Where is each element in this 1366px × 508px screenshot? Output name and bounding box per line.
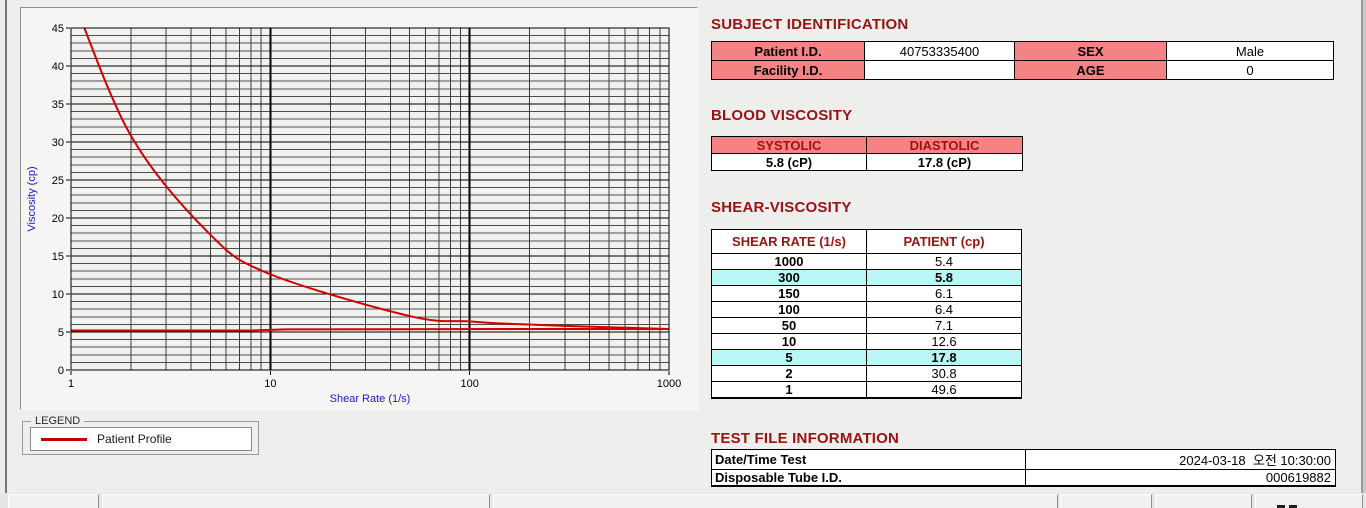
patient-column-header: PATIENT (cp): [866, 229, 1022, 254]
shear-table-row: 300 5.8: [711, 269, 1022, 286]
patient-id-value: 40753335400: [864, 41, 1015, 61]
svg-text:1: 1: [68, 378, 74, 390]
bottom-panel-3: [493, 494, 1058, 508]
section-title-subject-identification: SUBJECT IDENTIFICATION: [711, 16, 909, 33]
svg-text:0: 0: [58, 365, 64, 377]
svg-text:Shear Rate (1/s): Shear Rate (1/s): [330, 393, 411, 405]
bottom-panel-6: [1255, 494, 1363, 508]
age-label: AGE: [1014, 60, 1167, 80]
patient-viscosity-cell: 30.8: [866, 365, 1022, 382]
patient-viscosity-cell: 49.6: [866, 381, 1022, 399]
facility-id-label: Facility I.D.: [711, 60, 865, 80]
shear-rate-cell: 100: [711, 301, 867, 318]
legend-groupbox: LEGEND Patient Profile: [22, 415, 259, 455]
svg-text:Viscosity (cp): Viscosity (cp): [26, 166, 38, 231]
shear-rate-cell: 5: [711, 349, 867, 366]
chart-panel: 0 5 10 15 20 25 30 35 40 45 1 10 100 1000 Shear Rate (…: [20, 7, 698, 410]
shear-table-row: 2 30.8: [711, 365, 1022, 382]
legend-title: LEGEND: [31, 415, 85, 427]
bottom-panel-4: [1060, 494, 1152, 508]
shear-rate-column-header: SHEAR RATE (1/s): [711, 229, 867, 254]
svg-text:15: 15: [52, 251, 64, 263]
bottom-panel-2: [102, 494, 490, 508]
shear-rate-cell: 150: [711, 285, 867, 302]
svg-text:40: 40: [52, 61, 64, 73]
blood-value-row: 5.8 (cP) 17.8 (cP): [711, 153, 1023, 171]
svg-text:5: 5: [58, 327, 64, 339]
blood-header-row: SYSTOLIC DIASTOLIC: [711, 136, 1023, 154]
svg-text:20: 20: [52, 213, 64, 225]
test-file-label: Disposable Tube I.D.: [711, 469, 1026, 487]
shear-table-row: 1 49.6: [711, 381, 1022, 399]
section-title-shear-viscosity: SHEAR-VISCOSITY: [711, 199, 852, 216]
patient-viscosity-cell: 12.6: [866, 333, 1022, 350]
section-title-blood-viscosity: BLOOD VISCOSITY: [711, 107, 853, 124]
shear-header-row: SHEAR RATE (1/s) PATIENT (cp): [711, 229, 1022, 254]
bottom-panel-strip: [0, 493, 1366, 508]
clipped-text-fragment: [1277, 505, 1285, 508]
systolic-value: 5.8 (cP): [711, 153, 867, 171]
shear-table-row: 100 6.4: [711, 301, 1022, 318]
blood-viscosity-table: SYSTOLIC DIASTOLIC 5.8 (cP) 17.8 (cP): [711, 136, 1023, 171]
window-left-border: [5, 0, 7, 508]
subject-row-2: Facility I.D. AGE 0: [711, 60, 1334, 80]
shear-rate-cell: 1: [711, 381, 867, 399]
legend-inner-panel: Patient Profile: [30, 427, 252, 451]
shear-table-row: 5 17.8: [711, 349, 1022, 366]
bottom-panel-5: [1155, 494, 1252, 508]
svg-text:45: 45: [52, 23, 64, 35]
patient-viscosity-cell: 6.4: [866, 301, 1022, 318]
diastolic-label: DIASTOLIC: [866, 136, 1023, 154]
shear-rate-cell: 2: [711, 365, 867, 382]
subject-row-1: Patient I.D. 40753335400 SEX Male: [711, 41, 1334, 61]
viscosity-chart-svg: 0 5 10 15 20 25 30 35 40 45 1 10 100 1000 Shear Rate (…: [26, 23, 681, 405]
window-right-border: [1361, 0, 1363, 508]
svg-text:10: 10: [52, 289, 64, 301]
svg-text:25: 25: [52, 175, 64, 187]
test-file-label: Date/Time Test: [711, 449, 1026, 470]
test-file-value: 000619882: [1025, 469, 1336, 487]
svg-text:1000: 1000: [657, 378, 681, 390]
facility-id-value: [864, 60, 1015, 80]
bottom-panel-1: [8, 494, 99, 508]
shear-rate-cell: 50: [711, 317, 867, 334]
legend-line-swatch-icon: [41, 438, 87, 441]
shear-table-row: 150 6.1: [711, 285, 1022, 302]
sex-label: SEX: [1014, 41, 1167, 61]
patient-id-label: Patient I.D.: [711, 41, 865, 61]
age-value: 0: [1166, 60, 1334, 80]
subject-table: Patient I.D. 40753335400 SEX Male Facili…: [711, 41, 1334, 80]
patient-viscosity-cell: 17.8: [866, 349, 1022, 366]
shear-table-body: 1000 5.4 300 5.8 150 6.1 100 6.4 50 7.1 10 12.6 5 17.…: [711, 253, 1022, 399]
test-file-row: Disposable Tube I.D. 000619882: [711, 469, 1336, 487]
shear-rate-cell: 10: [711, 333, 867, 350]
diastolic-value: 17.8 (cP): [866, 153, 1023, 171]
svg-text:35: 35: [52, 99, 64, 111]
shear-table-row: 1000 5.4: [711, 253, 1022, 270]
sex-value: Male: [1166, 41, 1334, 61]
window-right-pad: [1363, 0, 1366, 508]
test-file-table: Date/Time Test 2024-03-18 오전 10:30:00 Disp…: [711, 449, 1336, 487]
systolic-label: SYSTOLIC: [711, 136, 867, 154]
shear-table-row: 50 7.1: [711, 317, 1022, 334]
section-title-test-file-information: TEST FILE INFORMATION: [711, 430, 900, 447]
shear-table-row: 10 12.6: [711, 333, 1022, 350]
svg-text:10: 10: [264, 378, 276, 390]
legend-entry-label: Patient Profile: [97, 432, 172, 446]
shear-rate-cell: 300: [711, 269, 867, 286]
svg-text:100: 100: [460, 378, 478, 390]
patient-viscosity-cell: 5.8: [866, 269, 1022, 286]
svg-text:30: 30: [52, 137, 64, 149]
test-file-value: 2024-03-18 오전 10:30:00: [1025, 449, 1336, 470]
patient-viscosity-cell: 7.1: [866, 317, 1022, 334]
test-file-table-body: Date/Time Test 2024-03-18 오전 10:30:00 Disp…: [711, 449, 1336, 487]
test-file-row: Date/Time Test 2024-03-18 오전 10:30:00: [711, 449, 1336, 470]
shear-viscosity-table: SHEAR RATE (1/s) PATIENT (cp) 1000 5.4 300…: [711, 229, 1022, 399]
shear-rate-cell: 1000: [711, 253, 867, 270]
patient-viscosity-cell: 6.1: [866, 285, 1022, 302]
patient-viscosity-cell: 5.4: [866, 253, 1022, 270]
window-left-pad: [0, 0, 5, 508]
clipped-text-fragment: [1289, 505, 1297, 508]
